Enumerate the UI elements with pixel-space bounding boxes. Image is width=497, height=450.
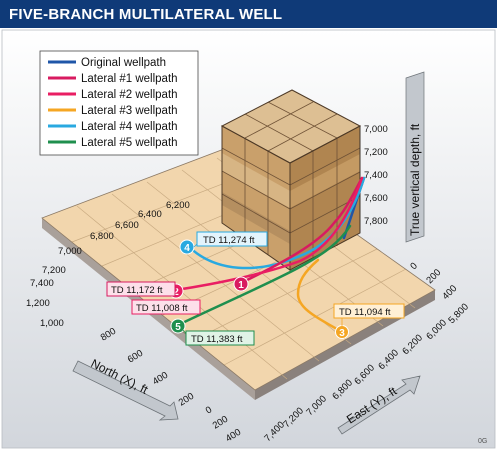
marker-4: 4 [179,239,195,255]
svg-text:Lateral #4 wellpath: Lateral #4 wellpath [81,121,178,133]
legend-item: Original wellpath [48,57,166,69]
callout-lateral-5: TD 11,383 ft [182,329,255,346]
depth-tick: 7,000 [364,124,388,135]
reservoir-block [220,89,362,271]
north-tick: 7,000 [58,246,82,257]
north-tick: 1,200 [26,298,50,309]
wellpaths [174,176,366,334]
north-tick: 7,200 [42,265,66,276]
title-bar: FIVE-BRANCH MULTILATERAL WELL [0,0,497,28]
lateral-3-wellpath [296,258,344,334]
north-tick: 6,200 [166,200,190,211]
svg-text:TD 11,383 ft: TD 11,383 ft [191,334,243,345]
lateral-2-wellpath [174,176,364,292]
svg-text:4: 4 [184,243,190,254]
north-ticks-left: 1,000 1,200 7,400 7,200 7,000 6,800 6,60… [26,200,190,329]
legend-item: Lateral #2 wellpath [48,89,178,101]
callout-lateral-1: TD 11,172 ft [106,281,177,297]
svg-text:Lateral #3 wellpath: Lateral #3 wellpath [81,105,178,117]
depth-tick: 7,400 [364,170,388,181]
lateral-5-wellpath [176,224,352,327]
legend-item: Lateral #1 wellpath [48,73,178,85]
callout-lateral-4: TD 11,274 ft [193,231,268,248]
svg-text:Lateral #1 wellpath: Lateral #1 wellpath [81,73,178,85]
wellpath-diagram: 7,000 7,200 7,400 7,600 7,800 True verti… [1,29,496,449]
depth-axis-title: True vertical depth, ft [408,123,422,236]
lateral-4-wellpath [185,176,366,270]
north-tick: 7,400 [30,278,54,289]
lateral-1-wellpath [239,176,364,285]
svg-text:TD 11,094 ft: TD 11,094 ft [339,307,391,318]
legend: Original wellpath Lateral #1 wellpath La… [39,50,199,156]
svg-text:TD 11,274 ft: TD 11,274 ft [203,235,255,246]
north-tick: 6,600 [115,220,139,231]
svg-text:2: 2 [173,287,179,298]
figure-title: FIVE-BRANCH MULTILATERAL WELL [9,6,283,23]
svg-text:TD 11,008 ft: TD 11,008 ft [136,303,188,314]
legend-item: Lateral #4 wellpath [48,121,178,133]
figure-code: 0G [478,438,488,445]
svg-text:TD 11,172 ft: TD 11,172 ft [111,285,163,296]
depth-tick: 7,600 [364,193,388,204]
depth-tick: 7,200 [364,147,388,158]
svg-text:Lateral #2 wellpath: Lateral #2 wellpath [81,89,178,101]
marker-1: 1 [233,276,249,292]
east-tick: 0 [408,261,420,273]
marker-5: 5 [170,318,186,334]
svg-text:1: 1 [238,280,244,291]
legend-item: Lateral #5 wellpath [48,137,178,149]
svg-text:3: 3 [339,328,345,339]
svg-text:Lateral #5 wellpath: Lateral #5 wellpath [81,137,178,149]
north-tick: 1,000 [40,318,64,329]
north-tick: 0 [204,404,214,416]
north-tick: 6,800 [90,231,114,242]
depth-tick: 7,800 [364,216,388,227]
callout-lateral-3: TD 11,094 ft [333,303,405,326]
svg-text:Original wellpath: Original wellpath [81,57,166,69]
north-tick: 6,400 [138,209,162,220]
legend-item: Lateral #3 wellpath [48,105,178,117]
svg-text:5: 5 [175,322,181,333]
marker-3: 3 [335,325,349,339]
callout-lateral-2: TD 11,008 ft [131,299,201,315]
depth-axis-label: True vertical depth, ft [405,71,425,243]
